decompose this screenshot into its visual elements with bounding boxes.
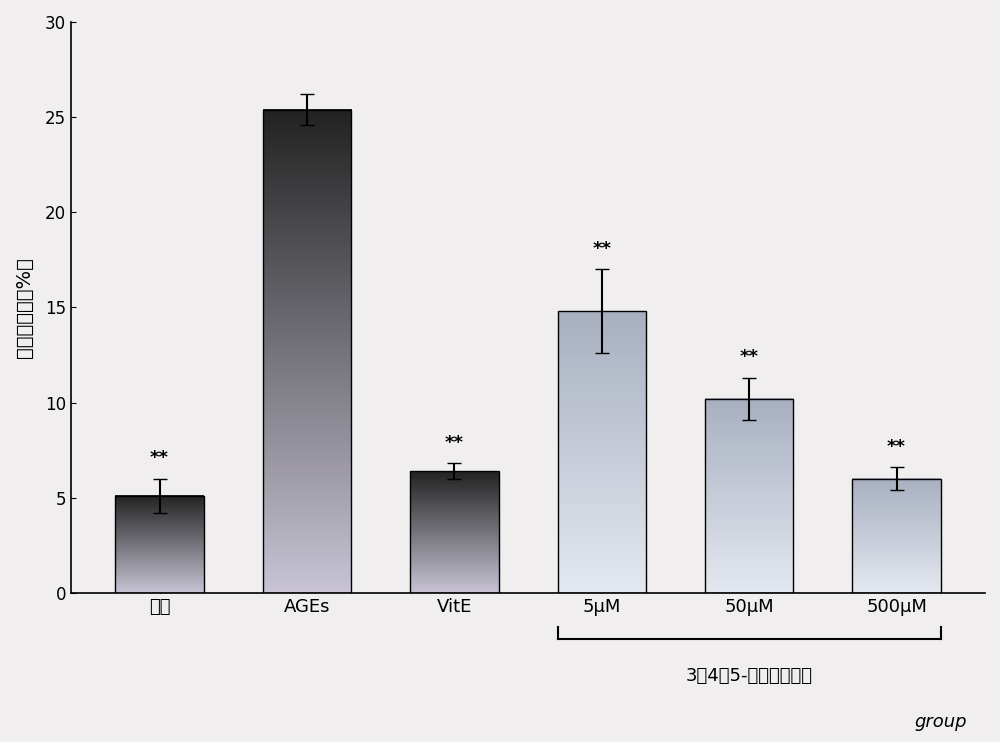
Bar bbox=[852, 479, 941, 593]
Text: **: ** bbox=[592, 240, 611, 258]
Bar bbox=[410, 471, 499, 593]
Y-axis label: 凋亡百分率（%）: 凋亡百分率（%） bbox=[15, 257, 34, 358]
Bar bbox=[558, 311, 646, 593]
Text: **: ** bbox=[150, 449, 169, 467]
Text: 3，4，5-三甲氧基苯酚: 3，4，5-三甲氧基苯酚 bbox=[686, 667, 813, 685]
Text: group: group bbox=[914, 713, 967, 731]
Text: **: ** bbox=[445, 434, 464, 452]
Bar bbox=[705, 398, 793, 593]
Text: **: ** bbox=[887, 438, 906, 456]
Bar bbox=[115, 496, 204, 593]
Text: **: ** bbox=[740, 349, 759, 367]
Bar bbox=[263, 110, 351, 593]
